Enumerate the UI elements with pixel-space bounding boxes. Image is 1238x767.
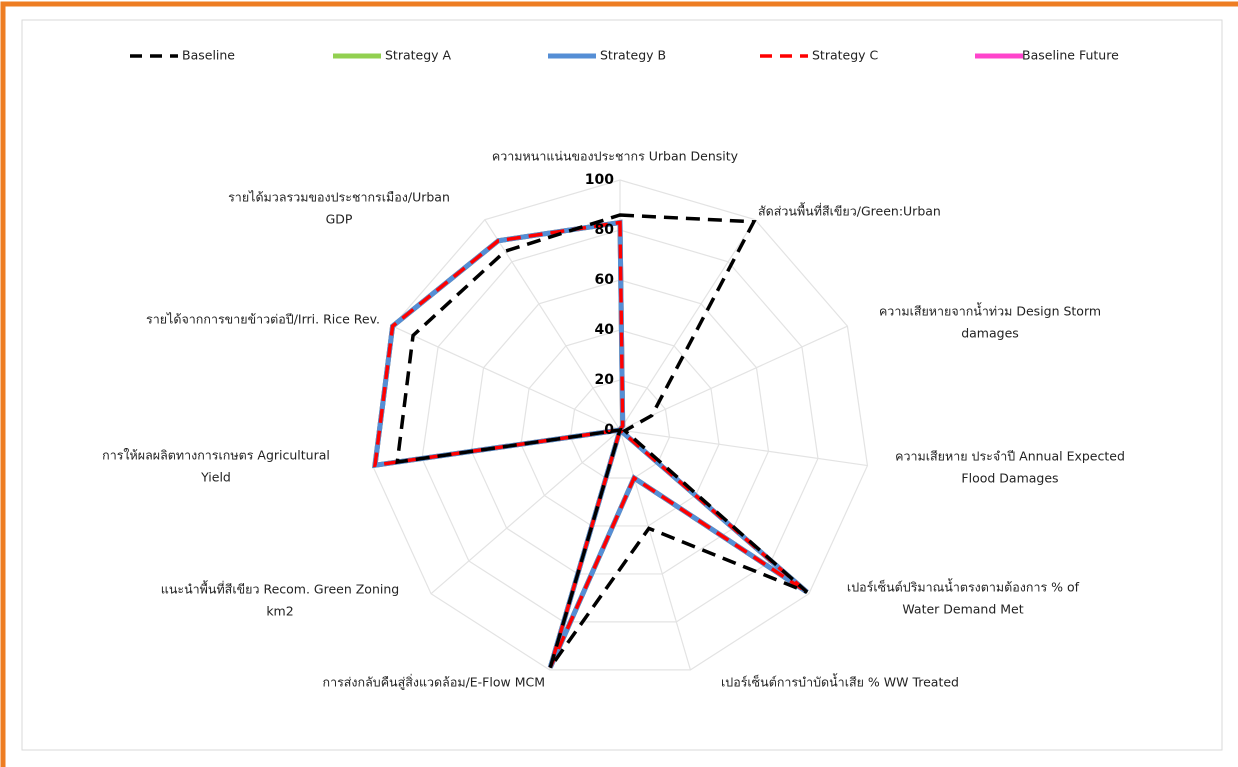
r-tick-label: 100 — [585, 172, 614, 188]
axis-label: Yield — [200, 470, 231, 485]
axis-label: ความเสียหายจากน้ำท่วม Design Storm — [879, 302, 1101, 319]
legend-label: Strategy B — [600, 48, 666, 63]
grid-ring — [371, 179, 869, 671]
legend-label: Baseline — [182, 48, 235, 63]
legend-label: Strategy C — [812, 48, 879, 63]
spoke — [619, 219, 756, 431]
axis-label: Flood Damages — [961, 471, 1058, 486]
axis-label: แนะนำพื้นที่สีเขียว Recom. Green Zoning — [161, 580, 399, 597]
r-tick-label: 80 — [595, 222, 615, 238]
axis-label: Water Demand Met — [902, 602, 1023, 617]
axis-label: GDP — [326, 212, 353, 227]
spoke — [619, 325, 848, 431]
axis-label: damages — [961, 326, 1019, 341]
axis-label: เปอร์เซ็นต์ปริมาณน้ำตรงตามต้องการ % of — [847, 578, 1080, 595]
grid-ring — [470, 279, 770, 575]
r-tick-label: 0 — [604, 422, 614, 438]
axis-label: km2 — [266, 604, 293, 619]
axis-label: การส่งกลับคืนสู่สิ่งแวดล้อม/E-Flow MCM — [323, 674, 546, 691]
r-tick-label: 20 — [595, 372, 615, 388]
spoke — [484, 219, 621, 431]
r-tick-label: 60 — [595, 272, 615, 288]
axis-label: รายได้มวลรวมของประชากรเมือง/Urban — [228, 190, 450, 205]
legend-label: Strategy A — [385, 48, 452, 63]
spoke — [619, 429, 868, 467]
r-tick-label: 40 — [595, 322, 615, 338]
grid-ring — [421, 229, 819, 623]
legend-label: Baseline Future — [1022, 48, 1119, 63]
axis-label: การให้ผลผลิตทางการเกษตร Agricultural — [102, 448, 330, 463]
grid-ring — [520, 329, 720, 527]
plot-frame — [21, 19, 1223, 751]
axis-label: สัดส่วนพื้นที่สีเขียว/Green:Urban — [758, 202, 941, 219]
spoke — [392, 325, 621, 431]
grid-ring — [569, 379, 671, 479]
axis-label: ความเสียหาย ประจำปี Annual Expected — [895, 449, 1125, 464]
spoke — [619, 429, 692, 671]
axis-label: เปอร์เซ็นต์การบำบัดน้ำเสีย % WW Treated — [721, 673, 959, 690]
series-line — [395, 213, 809, 669]
axis-label: รายได้จากการขายข้าวต่อปี/Irri. Rice Rev. — [146, 312, 380, 327]
spoke — [430, 429, 621, 595]
axis-label: ความหนาแน่นของประชากร Urban Density — [492, 149, 739, 164]
